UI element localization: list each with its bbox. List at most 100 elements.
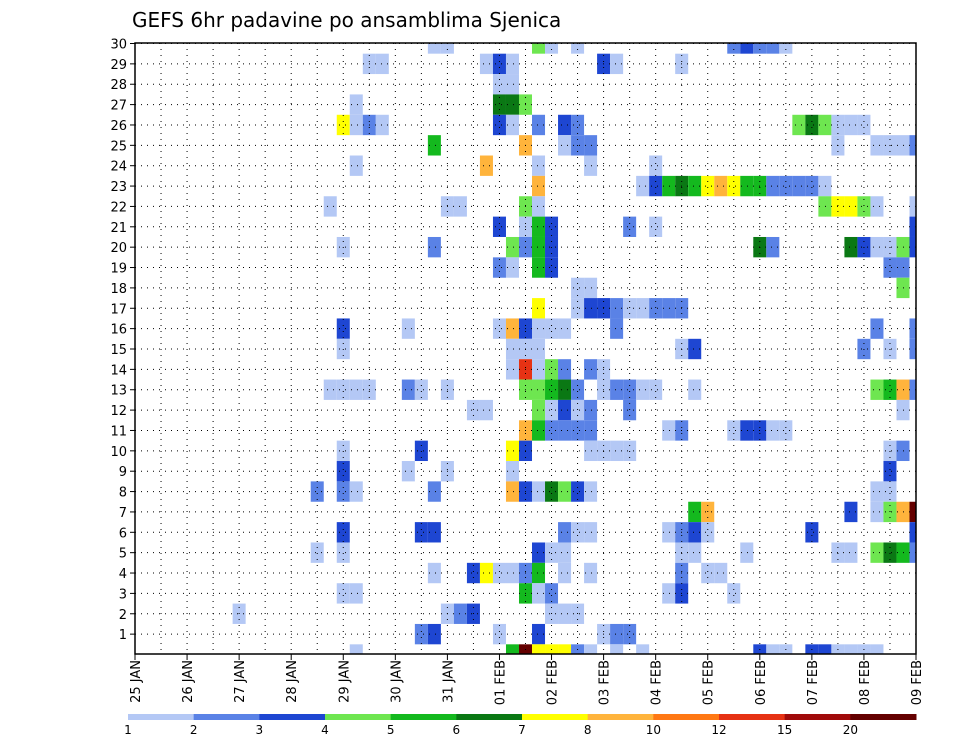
colorbar-swatch <box>653 714 720 720</box>
colorbar-swatch <box>259 714 326 720</box>
heatmap-cell <box>571 277 585 299</box>
heatmap-cell <box>427 43 441 54</box>
heatmap-cell <box>571 481 585 502</box>
heatmap-cell <box>688 501 702 523</box>
heatmap-cell <box>427 481 441 502</box>
colorbar-swatch <box>719 714 786 720</box>
heatmap-cell <box>558 542 572 563</box>
heatmap-cell <box>870 135 884 156</box>
heatmap-cell <box>532 216 546 237</box>
heatmap-cell <box>766 644 780 654</box>
heatmap-cell <box>336 318 350 339</box>
heatmap-cell <box>505 114 519 136</box>
colorbar-swatch <box>390 714 457 720</box>
x-tick-label: 30 JAN <box>389 660 404 703</box>
heatmap-cell <box>558 644 572 654</box>
heatmap-cell <box>414 522 428 543</box>
heatmap-cell <box>740 43 754 54</box>
heatmap-cell <box>909 542 916 563</box>
heatmap-cell <box>909 338 916 360</box>
heatmap-cell <box>584 644 598 654</box>
heatmap-cell <box>896 542 910 563</box>
heatmap-cell <box>558 399 572 421</box>
heatmap-cell <box>349 583 363 604</box>
colorbar-label: 12 <box>711 723 726 737</box>
heatmap-cell <box>492 74 506 95</box>
x-tick-label: 06 FEB <box>754 660 769 705</box>
y-tick-label: 26 <box>110 119 127 134</box>
heatmap-cell <box>558 318 572 339</box>
heatmap-cell <box>766 236 780 258</box>
heatmap-cell <box>818 644 832 654</box>
heatmap-cell <box>336 481 350 502</box>
y-tick-label: 5 <box>119 547 127 562</box>
x-axis: 25 JAN 26 JAN 27 JAN 28 JAN 29 JAN 30 JAN 31 J… <box>129 654 925 705</box>
heatmap-cell <box>532 318 546 339</box>
heatmap-cell <box>727 420 741 441</box>
y-tick-label: 3 <box>119 587 127 602</box>
heatmap-cell <box>545 359 559 380</box>
y-tick-label: 28 <box>110 78 127 93</box>
heatmap-cell <box>505 94 519 115</box>
heatmap-cell <box>779 420 793 441</box>
heatmap-cell <box>492 623 506 645</box>
heatmap-cell <box>571 420 585 441</box>
heatmap-cell <box>857 114 871 136</box>
x-tick-label: 04 FEB <box>650 660 665 705</box>
heatmap-cell <box>766 175 780 197</box>
heatmap-cell <box>545 420 559 441</box>
heatmap-cell <box>505 236 519 258</box>
heatmap-cell <box>532 175 546 197</box>
colorbar-swatch <box>456 714 523 720</box>
heatmap-cell <box>623 298 637 319</box>
colorbar-label: 2 <box>190 723 198 737</box>
y-tick-label: 9 <box>119 465 127 480</box>
heatmap-cell <box>701 522 715 543</box>
heatmap-cell <box>558 481 572 502</box>
heatmap-cell <box>532 481 546 502</box>
heatmap-cell <box>688 522 702 543</box>
heatmap-cell <box>349 379 363 400</box>
heatmap-cell <box>336 379 350 400</box>
colorbar-swatch <box>784 714 851 720</box>
heatmap-cell <box>623 379 637 400</box>
heatmap-cell <box>505 562 519 584</box>
heatmap-cell <box>466 399 480 421</box>
heatmap-cell <box>740 175 754 197</box>
heatmap-cell <box>662 522 676 543</box>
heatmap-cell <box>662 298 676 319</box>
heatmap-cell <box>375 114 389 136</box>
heatmap-cell <box>805 175 819 197</box>
heatmap-cell <box>792 114 806 136</box>
heatmap-cell <box>532 114 546 136</box>
heatmap-cell <box>545 542 559 563</box>
heatmap-cell <box>883 257 897 278</box>
heatmap-cell <box>636 298 650 319</box>
y-tick-label: 25 <box>110 139 127 154</box>
heatmap-cell <box>649 216 663 237</box>
y-tick-label: 6 <box>119 526 127 541</box>
heatmap-cell <box>870 644 884 654</box>
heatmap-cell <box>857 196 871 217</box>
heatmap-cell <box>818 196 832 217</box>
colorbar-swatch <box>587 714 654 720</box>
heatmap-cell <box>701 175 715 197</box>
heatmap-cell <box>896 236 910 258</box>
heatmap-cell <box>414 440 428 462</box>
heatmap-cell <box>479 399 493 421</box>
heatmap-cell <box>532 623 546 645</box>
heatmap-cell <box>479 155 493 176</box>
x-tick-label: 07 FEB <box>806 660 821 705</box>
heatmap-cell <box>505 74 519 95</box>
heatmap-cell <box>532 542 546 563</box>
heatmap-cell <box>532 420 546 441</box>
heatmap-cell <box>584 277 598 299</box>
colorbar-swatch <box>128 714 195 720</box>
heatmap-cell <box>688 379 702 400</box>
heatmap-cell <box>610 623 624 645</box>
heatmap-cell <box>662 583 676 604</box>
heatmap-cell <box>727 583 741 604</box>
colorbar-label: 10 <box>646 723 661 737</box>
heatmap-cell <box>440 43 454 54</box>
heatmap-cell <box>571 379 585 400</box>
